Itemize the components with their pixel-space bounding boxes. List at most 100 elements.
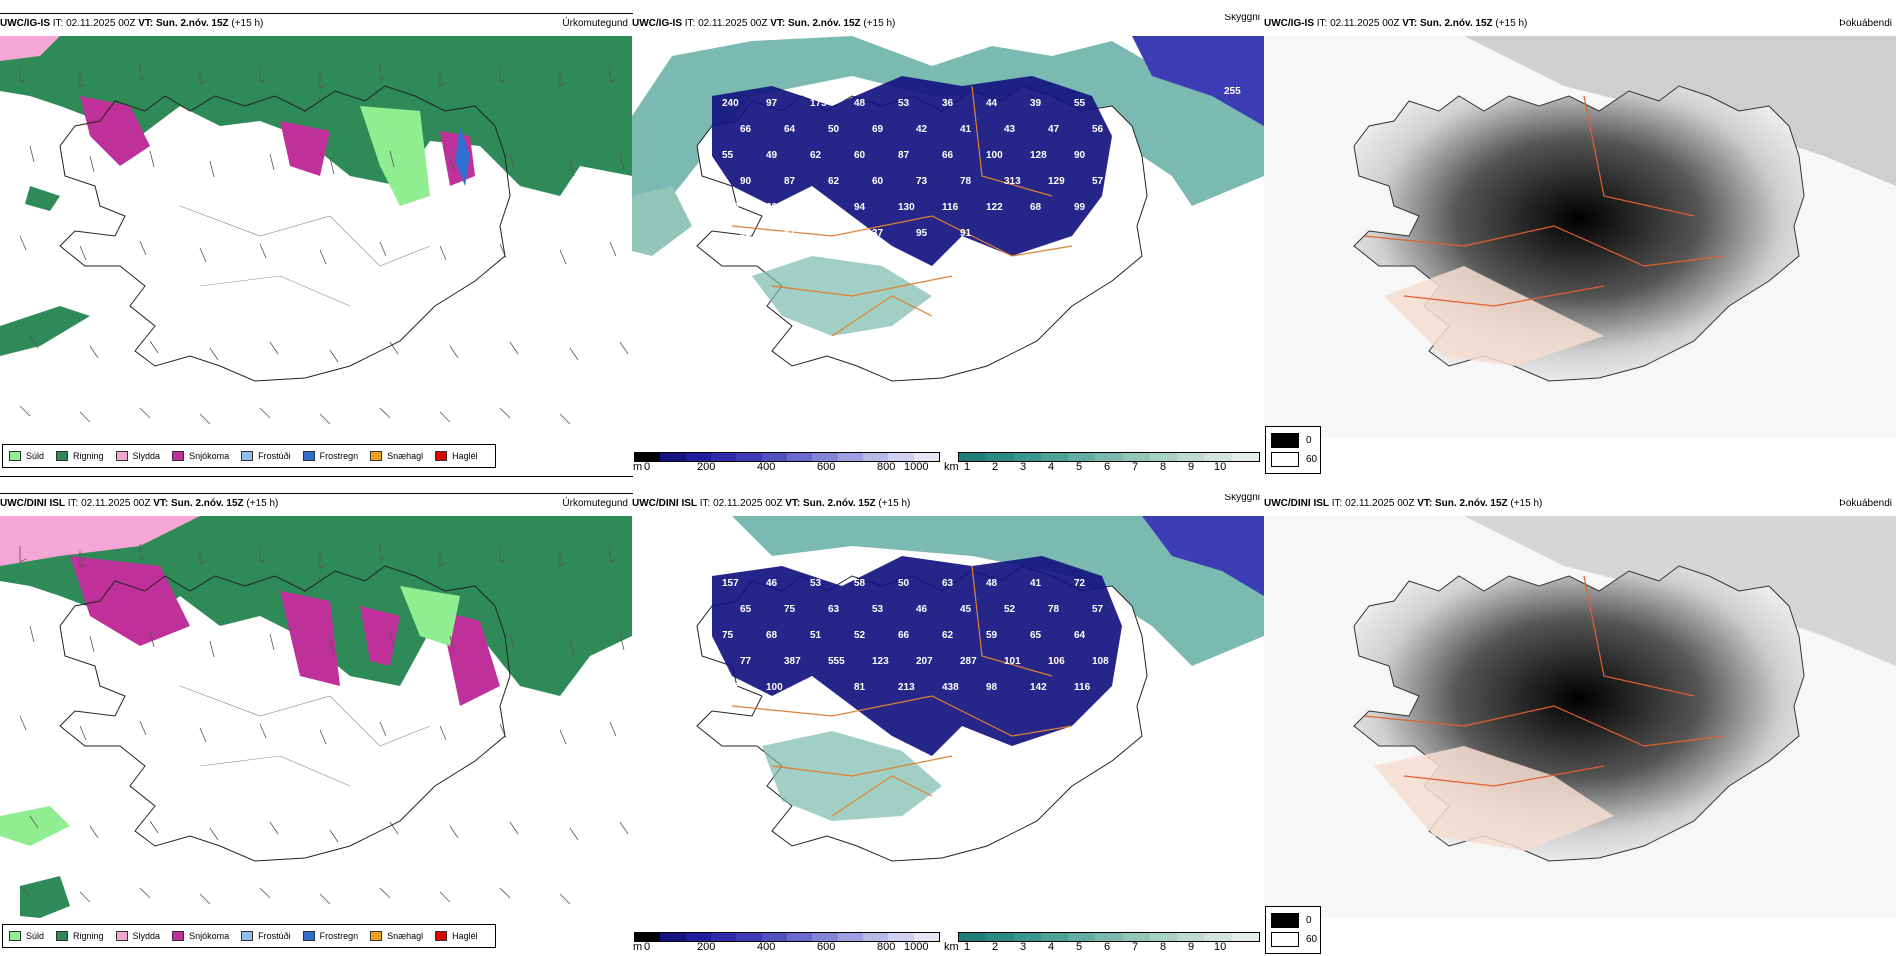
ceiling-visibility-map: 240 97 175 48 53 36 44 39 55 66 64 50 69 42 41 43 47 56 55… bbox=[632, 36, 1264, 438]
visibility-label: 219 bbox=[722, 202, 739, 213]
valid-prefix: VT: bbox=[785, 498, 801, 509]
colorbar-cell bbox=[1204, 453, 1232, 461]
colorbar-cell bbox=[786, 933, 813, 941]
legend-label: Frostúði bbox=[258, 931, 291, 941]
visibility-label: 55 bbox=[722, 150, 734, 161]
colorbar-cell bbox=[635, 933, 661, 941]
visibility-label: 116 bbox=[942, 202, 959, 213]
visibility-label: 56 bbox=[1092, 124, 1104, 135]
model-name: UWC/IG-IS bbox=[0, 18, 50, 29]
visibility-label: 207 bbox=[916, 656, 933, 667]
colorbar-cell bbox=[1149, 933, 1178, 941]
visibility-label: 213 bbox=[898, 682, 915, 693]
visibility-label: 75 bbox=[722, 630, 734, 641]
model-name: UWC/DINI ISL bbox=[632, 498, 697, 509]
visibility-tick: 9 bbox=[1188, 941, 1195, 953]
visibility-label: 58 bbox=[854, 578, 866, 589]
colorbar-cell bbox=[1040, 453, 1069, 461]
ceiling-colorbar bbox=[634, 932, 940, 942]
visibility-label: 100 bbox=[766, 682, 783, 693]
visibility-label: 142 bbox=[1030, 682, 1047, 693]
legend-label: 60 bbox=[1306, 454, 1318, 465]
visibility-label: 59 bbox=[986, 630, 998, 641]
colorbar-cell bbox=[959, 453, 987, 461]
legend-swatch bbox=[1271, 932, 1299, 947]
colorbar-cell bbox=[1177, 933, 1205, 941]
lead-time: (+15 h) bbox=[878, 498, 911, 509]
visibility-label: 81 bbox=[854, 682, 866, 693]
panel-title: Þokuábendi bbox=[1839, 498, 1892, 509]
panel-title: Úrkomutegund bbox=[562, 18, 628, 29]
visibility-label: 123 bbox=[872, 656, 889, 667]
visibility-tick: 6 bbox=[1104, 461, 1111, 473]
visibility-tick: 3 bbox=[1020, 941, 1027, 953]
visibility-label: 73 bbox=[916, 176, 928, 187]
legend-label: Snjókoma bbox=[189, 931, 230, 941]
ceiling-tick: 400 bbox=[757, 941, 776, 953]
ceiling-tick: 200 bbox=[697, 461, 716, 473]
legend-item: Rigning bbox=[56, 931, 104, 941]
precip-panel-row2: UWC/DINI ISL IT: 02.11.2025 00Z VT: Sun.… bbox=[0, 493, 633, 956]
panel-title: Skyggni bbox=[1224, 14, 1260, 23]
colorbar-cell bbox=[1231, 453, 1259, 461]
visibility-label: 64 bbox=[784, 124, 796, 135]
init-time: IT: 02.11.2025 00Z bbox=[1331, 498, 1415, 509]
precip-map bbox=[0, 36, 632, 438]
valid-time: Sun. 2.nóv. 15Z bbox=[171, 498, 244, 509]
valid-time: Sun. 2.nóv. 15Z bbox=[156, 18, 229, 29]
legend-item: Snæhagl bbox=[370, 451, 423, 461]
visibility-label: 41 bbox=[960, 124, 972, 135]
colorbar-cell bbox=[986, 453, 1014, 461]
visibility-tick: 1 bbox=[964, 461, 971, 473]
visibility-label: 555 bbox=[828, 656, 845, 667]
visibility-label: 45 bbox=[960, 604, 972, 615]
legend-swatch bbox=[302, 931, 315, 941]
valid-prefix: VT: bbox=[1402, 18, 1418, 29]
visibility-label: 100 bbox=[986, 150, 1003, 161]
legend-item: Haglél bbox=[435, 451, 478, 461]
visibility-label: 60 bbox=[854, 150, 866, 161]
ceiling-tick: 600 bbox=[817, 941, 836, 953]
colorbar-cell bbox=[1013, 453, 1041, 461]
colorbar-cell bbox=[1068, 933, 1096, 941]
colorbar-cell bbox=[685, 933, 711, 941]
visibility-label: 122 bbox=[986, 202, 1003, 213]
visibility-label: 50 bbox=[828, 124, 840, 135]
legend-label: Súld bbox=[26, 451, 45, 461]
visibility-label: 42 bbox=[916, 124, 928, 135]
visibility-tick: 9 bbox=[1188, 461, 1195, 473]
visibility-label: 57 bbox=[1092, 604, 1104, 615]
visibility-tick: 7 bbox=[1132, 941, 1139, 953]
visibility-label: 90 bbox=[766, 202, 778, 213]
ceiling-visibility-map: 157 46 53 58 50 63 48 41 72 65 75 63 53 46 45 52 78 57 75 6… bbox=[632, 516, 1264, 918]
legend-swatch bbox=[302, 451, 315, 461]
visibility-label: 92 bbox=[740, 228, 752, 239]
visibility-label: 39 bbox=[1030, 98, 1042, 109]
init-time: IT: 02.11.2025 00Z bbox=[67, 498, 151, 509]
legend-swatch bbox=[56, 451, 69, 461]
visibility-label: 79 bbox=[810, 682, 822, 693]
legend-swatch bbox=[370, 931, 383, 941]
visibility-label: 78 bbox=[960, 176, 972, 187]
panel-title: Úrkomutegund bbox=[562, 498, 628, 509]
visibility-label: 98 bbox=[986, 682, 998, 693]
ceiling-tick: 800 bbox=[877, 461, 896, 473]
precip-legend: Súld Rigning Slydda Snjókoma Frostúði Fr… bbox=[2, 924, 496, 948]
lead-time: (+15 h) bbox=[1510, 498, 1543, 509]
panel-header: UWC/DINI ISL IT: 02.11.2025 00Z VT: Sun.… bbox=[632, 494, 1264, 514]
precip-legend: Súld Rigning Slydda Snjókoma Frostúði Fr… bbox=[2, 444, 496, 468]
colorbar-cell bbox=[812, 933, 838, 941]
visibility-label: 87 bbox=[898, 150, 910, 161]
colorbar-cell bbox=[660, 453, 686, 461]
init-time: IT: 02.11.2025 00Z bbox=[684, 18, 768, 29]
visibility-label: 53 bbox=[898, 98, 910, 109]
visibility-label: 75 bbox=[784, 604, 796, 615]
visibility-label: 60 bbox=[872, 176, 884, 187]
colorbar-cell bbox=[786, 453, 813, 461]
legend-label: Snæhagl bbox=[387, 451, 424, 461]
colorbar-cell bbox=[1040, 933, 1069, 941]
ceiling-visibility-panel-row2: UWC/DINI ISL IT: 02.11.2025 00Z VT: Sun.… bbox=[632, 494, 1264, 956]
legend-label: Rigning bbox=[73, 451, 104, 461]
ceiling-tick: 400 bbox=[757, 461, 776, 473]
colorbar-cell bbox=[913, 933, 939, 941]
